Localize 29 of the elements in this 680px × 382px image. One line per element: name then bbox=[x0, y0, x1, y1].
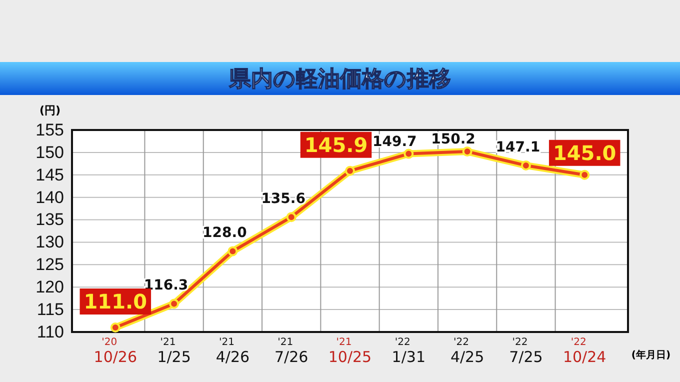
point bbox=[169, 298, 180, 309]
y-axis-title: (円) bbox=[39, 104, 61, 117]
point bbox=[520, 160, 531, 170]
y-tick-label: 145 bbox=[36, 165, 64, 184]
y-tick-label: 115 bbox=[36, 300, 64, 319]
y-tick-label: 130 bbox=[36, 232, 64, 252]
data-label: 147.1 bbox=[496, 139, 540, 156]
point bbox=[404, 148, 414, 159]
y-tick-label: 140 bbox=[36, 188, 64, 207]
data-label: 135.6 bbox=[261, 191, 306, 208]
annotation: 145.9 bbox=[304, 132, 368, 157]
annotation: 145.0 bbox=[552, 140, 616, 165]
y-tick-label: 135 bbox=[36, 210, 64, 230]
x-axis-title: (年月日) bbox=[631, 349, 671, 361]
point bbox=[228, 246, 238, 256]
point bbox=[286, 212, 296, 222]
y-tick-label: 125 bbox=[36, 255, 64, 274]
data-label: 149.7 bbox=[372, 134, 417, 150]
y-tick-label: 120 bbox=[36, 278, 64, 297]
point bbox=[345, 166, 355, 176]
point bbox=[462, 146, 472, 157]
data-label: 128.0 bbox=[202, 225, 248, 242]
point bbox=[110, 322, 120, 332]
data-label: 150.2 bbox=[431, 132, 476, 148]
chart-title: 県内の軽油価格の推移 bbox=[228, 67, 451, 92]
point bbox=[580, 170, 590, 180]
y-tick-label: 155 bbox=[36, 120, 64, 140]
y-tick-label: 150 bbox=[36, 142, 64, 162]
y-tick-label: 110 bbox=[36, 322, 64, 342]
